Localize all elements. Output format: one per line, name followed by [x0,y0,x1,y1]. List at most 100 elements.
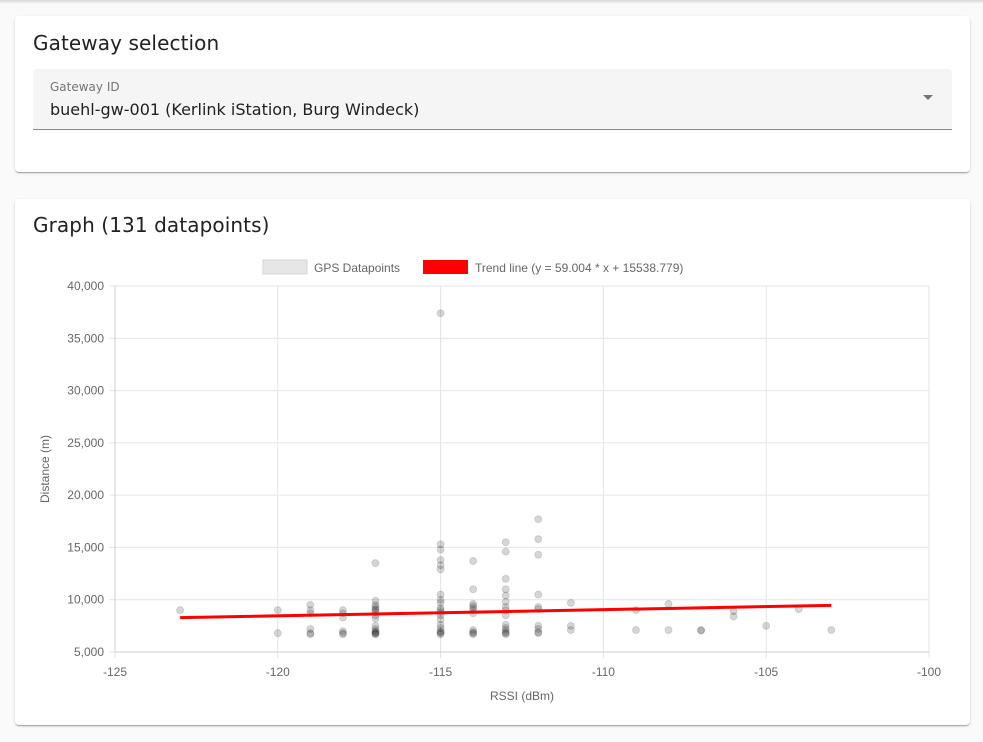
gps-datapoint [371,600,380,609]
x-axis-title: RSSI (dBm) [490,689,554,703]
gps-datapoint [501,591,510,600]
gps-datapoint [534,628,543,637]
gps-datapoint [469,626,478,635]
gps-datapoint [436,545,445,554]
gps-datapoint [534,621,543,630]
gps-datapoint [501,538,510,547]
y-tick-label: 5,000 [74,645,104,659]
gps-datapoint [436,555,445,564]
gps-datapoint [338,630,347,639]
gps-datapoint [338,629,347,638]
gps-datapoint [273,606,282,615]
gps-datapoint [436,623,445,632]
legend-gps-label[interactable]: GPS Datapoints [314,261,400,275]
gps-datapoint [371,629,380,638]
gps-datapoint [469,601,478,610]
gps-datapoint [273,629,282,638]
gps-datapoint [469,557,478,566]
gps-datapoint [501,547,510,556]
gps-datapoint [469,585,478,594]
gps-datapoint [436,595,445,604]
y-tick-label: 35,000 [67,331,104,345]
top-shadow-bar [0,0,983,4]
gps-datapoint [534,624,543,633]
gps-datapoint [501,628,510,637]
gps-datapoint [631,626,640,635]
gps-datapoint [371,629,380,638]
gps-datapoint [534,550,543,559]
graph-title: Graph (131 datapoints) [33,213,270,237]
gps-datapoint [371,624,380,633]
gps-datapoint [371,621,380,630]
y-tick-label: 25,000 [67,436,104,450]
gps-datapoint [436,630,445,639]
gps-datapoint [469,599,478,608]
legend-trend-swatch[interactable] [423,260,468,274]
gps-datapoint [762,621,771,630]
gps-datapoint [469,628,478,637]
gps-datapoint [697,626,706,635]
gateway-id-label: Gateway ID [50,80,120,94]
gps-datapoint [534,535,543,544]
gps-datapoint [436,620,445,629]
x-tick-label: -110 [592,665,615,679]
gps-datapoint [534,515,543,524]
gps-datapoint [436,590,445,599]
gps-datapoint [436,627,445,636]
gps-datapoint [176,606,185,615]
gateway-id-value: buehl-gw-001 (Kerlink iStation, Burg Win… [50,100,420,119]
gps-datapoint [827,626,836,635]
gps-datapoint [436,540,445,549]
gps-datapoint [566,598,575,607]
gps-datapoint [534,629,543,638]
graph-card: Graph (131 datapoints) [15,199,970,725]
gps-datapoint [306,624,315,633]
gps-datapoint [436,598,445,607]
gps-datapoint [501,620,510,629]
y-tick-label: 40,000 [67,279,104,293]
gps-datapoint [697,626,706,635]
y-tick-label: 20,000 [67,488,104,502]
gps-datapoint [371,627,380,636]
gps-datapoint [664,626,673,635]
dropdown-arrow-icon[interactable] [923,95,933,100]
y-tick-label: 10,000 [67,593,104,607]
gps-datapoint [664,599,673,608]
gps-datapoint [371,614,380,623]
gps-datapoint [469,630,478,639]
gps-datapoint [501,630,510,639]
gps-datapoint [371,559,380,568]
gps-datapoint [306,629,315,638]
trend-line [180,603,832,620]
x-tick-label: -115 [429,665,452,679]
gps-datapoint [469,629,478,638]
gps-datapoint [371,630,380,639]
gps-datapoint [436,561,445,570]
gps-datapoint [371,628,380,637]
gps-datapoint [436,309,445,318]
gps-datapoint [566,626,575,635]
x-tick-label: -125 [103,665,127,679]
gps-datapoint [371,596,380,605]
y-tick-label: 15,000 [67,540,104,554]
gps-datapoint [306,600,315,609]
gps-datapoint [338,627,347,636]
gateway-id-select[interactable]: Gateway ID buehl-gw-001 (Kerlink iStatio… [33,69,952,130]
legend-gps-swatch[interactable] [262,259,308,275]
gps-datapoint [371,603,380,612]
gps-datapoint [501,623,510,632]
gps-datapoint [436,628,445,637]
gps-datapoint [436,565,445,574]
gps-datapoint [436,615,445,624]
gps-datapoint [501,585,510,594]
gps-datapoint [501,626,510,635]
gateway-selection-title: Gateway selection [33,31,220,55]
x-tick-label: -105 [754,665,778,679]
x-tick-label: -120 [266,665,290,679]
gateway-selection-card: Gateway selection Gateway ID buehl-gw-00… [15,16,970,172]
legend-trend-label[interactable]: Trend line (y = 59.004 * x + 15538.779) [475,261,683,275]
gps-datapoint [501,629,510,638]
gps-datapoint [306,606,315,615]
gps-datapoint [501,574,510,583]
